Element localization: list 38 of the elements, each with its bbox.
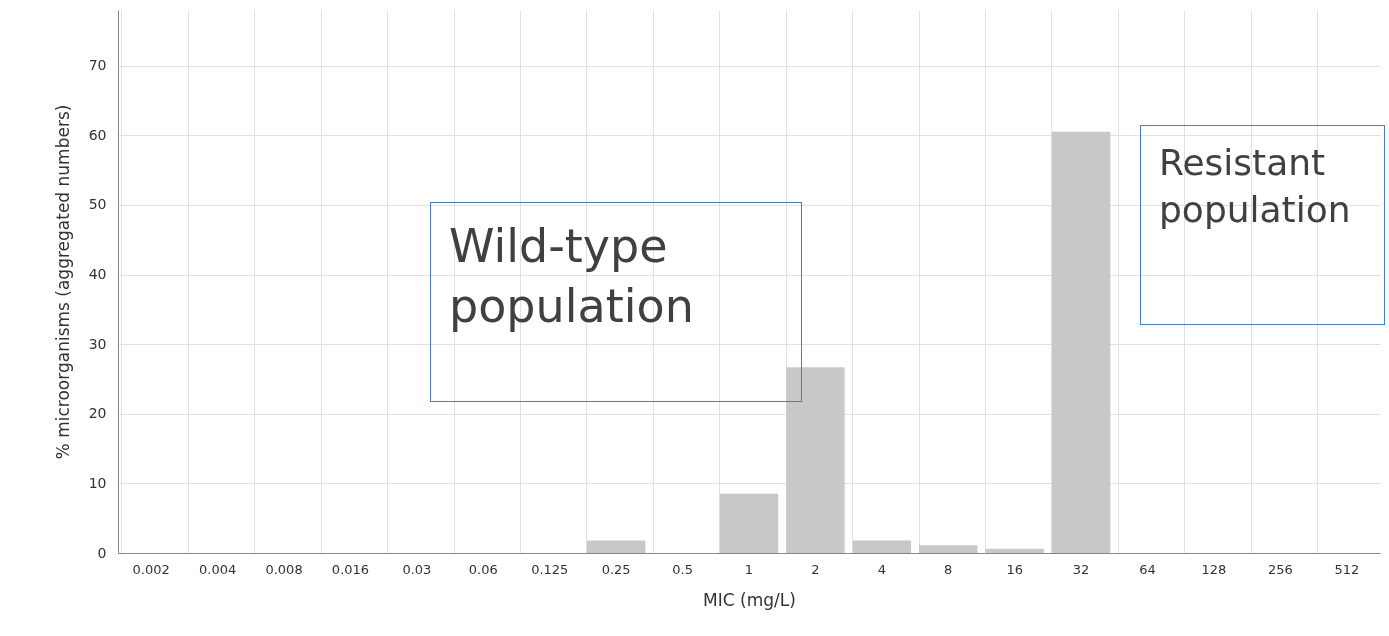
x-tick-label: 16 — [1006, 561, 1023, 577]
bar — [1051, 131, 1111, 553]
x-axis-title: MIC (mg/L) — [703, 589, 796, 610]
bar — [786, 367, 845, 553]
text-box: Resistant population — [1140, 125, 1385, 325]
x-tick-label: 0.125 — [531, 561, 569, 577]
x-tick-label: 1 — [744, 561, 754, 577]
x-tick-label: 0.06 — [468, 561, 498, 577]
x-tick-label: 0.25 — [601, 561, 631, 577]
x-tick-label: 256 — [1267, 561, 1293, 577]
x-tick-label: 128 — [1201, 561, 1227, 577]
x-tick-label: 0.016 — [331, 561, 370, 577]
bar — [852, 540, 912, 553]
bar — [985, 548, 1044, 553]
x-tick-label: 0.008 — [265, 561, 303, 577]
x-tick-label: 4 — [877, 561, 886, 577]
text-box: Wild-type population — [430, 202, 802, 402]
x-tick-label: 64 — [1139, 561, 1156, 577]
y-tick-label: 30 — [88, 335, 107, 352]
y-tick-label: 70 — [88, 57, 107, 74]
x-tick-label: 32 — [1072, 561, 1090, 577]
bar — [919, 545, 978, 553]
y-tick-label: 10 — [88, 474, 107, 491]
bar — [719, 493, 779, 553]
y-tick-label: 40 — [88, 266, 107, 283]
x-tick-label: 0.5 — [672, 561, 693, 577]
y-tick-label: 50 — [88, 196, 107, 213]
x-tick-label: 512 — [1334, 561, 1360, 577]
y-tick-label: 0 — [97, 544, 107, 561]
bar — [586, 540, 646, 553]
x-tick-label: 8 — [944, 561, 953, 577]
x-tick-label: 0.004 — [199, 561, 237, 577]
y-axis-title: % microorganisms (aggregated numbers) — [52, 104, 73, 460]
x-tick-label: 2 — [811, 561, 820, 577]
y-tick-label: 60 — [88, 126, 107, 143]
x-tick-label: 0.002 — [132, 561, 170, 577]
y-tick-label: 20 — [88, 405, 107, 422]
x-tick-label: 0.03 — [402, 561, 432, 577]
